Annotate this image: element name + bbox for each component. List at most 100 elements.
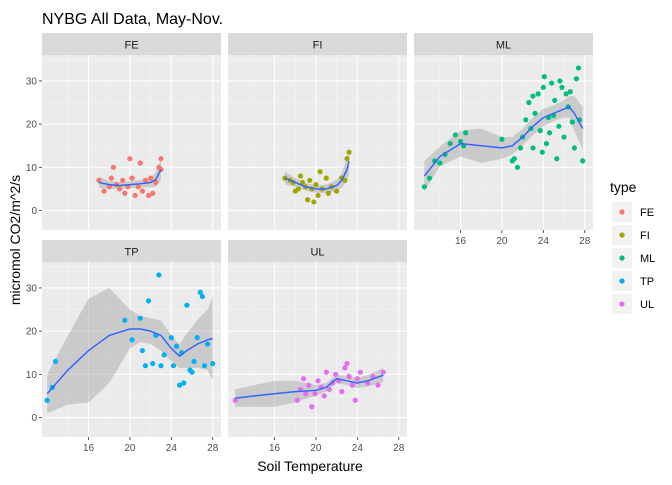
legend-title: type <box>610 179 637 195</box>
data-point-ml <box>523 117 529 123</box>
data-point-fi <box>299 179 306 186</box>
data-point-tp <box>210 360 216 367</box>
facet-strip-label-fe: FE <box>124 40 138 52</box>
smooth-line-fi <box>284 160 350 190</box>
x-tick-label: 16 <box>269 443 281 454</box>
panel-ul: UL 16 20 24 28 <box>228 240 407 454</box>
panel-background-fi <box>228 55 407 230</box>
data-point-ml <box>567 89 573 95</box>
facet-strip-ml <box>414 33 593 55</box>
data-point-tp <box>161 352 167 358</box>
data-point-ul <box>323 369 329 375</box>
x-axis-label: Soil Temperature <box>257 458 363 474</box>
data-point-fi <box>317 169 323 175</box>
legend-label-ml: ML <box>640 253 655 265</box>
y-tick-label: 0 <box>31 413 37 424</box>
x-tick-label: 20 <box>310 443 322 454</box>
data-point-ml <box>437 160 443 166</box>
facet-strip-label-fi: FI <box>313 40 323 52</box>
data-point-ul <box>346 373 352 380</box>
y-axis-label: micromol CO2/m^2/s <box>7 175 23 305</box>
data-point-ul <box>312 391 318 397</box>
confidence-band-ml <box>424 96 583 192</box>
data-point-fe <box>158 156 164 162</box>
data-point-fi <box>323 175 329 181</box>
data-point-ul <box>380 369 386 375</box>
data-point-tp <box>191 358 197 364</box>
smooth-line-ul <box>235 374 384 399</box>
data-point-ul <box>232 397 238 403</box>
data-point-ml <box>543 140 550 147</box>
data-point-ul <box>333 371 339 377</box>
data-point-tp <box>122 317 128 323</box>
data-point-ml <box>526 99 532 106</box>
legend-marker-fi <box>619 232 625 238</box>
data-point-ul <box>306 382 312 388</box>
data-point-ul <box>375 382 381 388</box>
data-point-tp <box>201 363 208 369</box>
x-tick-label: 24 <box>538 236 550 247</box>
data-point-tp <box>142 363 149 369</box>
data-point-ml <box>559 84 565 91</box>
data-point-ul <box>303 391 309 397</box>
data-point-ml <box>541 74 547 80</box>
data-point-ml <box>557 78 563 84</box>
data-point-ml <box>530 93 536 99</box>
x-tick-label: 16 <box>455 236 467 247</box>
data-point-fe <box>158 166 164 173</box>
data-point-fe <box>101 188 107 194</box>
data-point-fe <box>127 156 133 162</box>
data-point-tp <box>181 380 187 386</box>
data-point-ul <box>357 369 364 375</box>
legend-label-tp: TP <box>640 276 654 288</box>
data-point-fe <box>135 184 141 190</box>
facet-strip-ul <box>228 240 407 262</box>
x-tick-label: 16 <box>83 443 95 454</box>
data-point-fi <box>325 190 331 196</box>
data-point-fi <box>295 186 301 192</box>
data-point-fe <box>145 192 152 199</box>
data-point-ml <box>561 134 567 140</box>
data-point-tp <box>170 363 177 369</box>
data-point-ul <box>309 404 315 410</box>
data-point-ml <box>532 110 538 116</box>
data-point-ul <box>339 389 345 395</box>
data-point-ml <box>549 80 555 86</box>
smooth-line-tp <box>46 328 213 395</box>
data-point-fe <box>150 190 156 196</box>
data-point-ml <box>552 97 558 103</box>
facet-strip-label-tp: TP <box>124 247 138 259</box>
data-point-ul <box>354 376 360 382</box>
data-point-ml <box>530 145 536 151</box>
panel-fi: FI <box>228 33 407 230</box>
facet-strip-tp <box>42 240 221 262</box>
smooth-line-ml <box>423 106 584 177</box>
data-point-ml <box>540 84 546 91</box>
panel-fe: FE 0 10 20 30 <box>26 33 221 230</box>
data-point-tp <box>173 343 180 349</box>
facet-strip-label-ul: UL <box>310 247 324 259</box>
data-point-tp <box>139 347 145 354</box>
data-point-tp <box>199 293 205 300</box>
data-point-ml <box>580 158 586 164</box>
x-tick-label: 24 <box>166 443 178 454</box>
y-tick-label: 30 <box>26 76 38 87</box>
data-point-ml <box>421 184 427 190</box>
panel-ml: ML 16 20 24 28 <box>414 33 593 247</box>
panel-background-tp <box>42 262 221 437</box>
y-tick-label: 10 <box>26 370 38 381</box>
data-point-tp <box>194 335 200 341</box>
data-point-ul <box>300 376 307 382</box>
y-tick-label: 30 <box>26 283 38 294</box>
data-point-ml <box>573 76 580 82</box>
x-tick-label: 28 <box>579 236 591 247</box>
legend-marker-tp <box>619 278 625 284</box>
data-point-ml <box>499 136 505 142</box>
data-point-tp <box>137 315 143 321</box>
data-point-fe <box>122 190 128 196</box>
legend-label-fe: FE <box>640 207 654 219</box>
data-point-fe <box>137 160 143 166</box>
data-point-fe <box>148 175 154 181</box>
